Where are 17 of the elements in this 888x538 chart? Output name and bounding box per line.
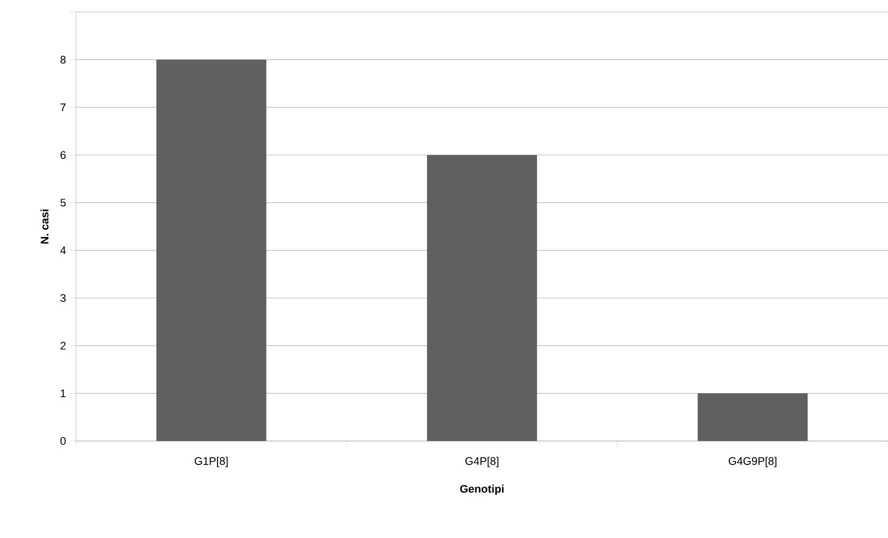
x-tick-label: G4G9P[8] [728,456,776,468]
y-tick-label: 8 [60,56,66,64]
bar [698,393,808,441]
y-tick-label: 6 [60,151,66,159]
x-tick-label: G1P[8] [194,456,228,468]
y-tick-label: 4 [60,246,66,254]
y-axis-title: N. casi [40,210,48,244]
y-tick-label: 7 [60,104,66,112]
bar [156,60,266,441]
y-tick-label: 3 [60,294,66,302]
x-tick-label: G4P[8] [465,456,498,468]
y-tick-label: 0 [60,437,66,445]
bar [427,155,538,441]
x-axis-title: Genotipi [460,484,504,495]
y-tick-label: 5 [60,198,66,207]
y-tick-label: 1 [60,390,66,398]
y-tick-label: 2 [60,342,66,350]
